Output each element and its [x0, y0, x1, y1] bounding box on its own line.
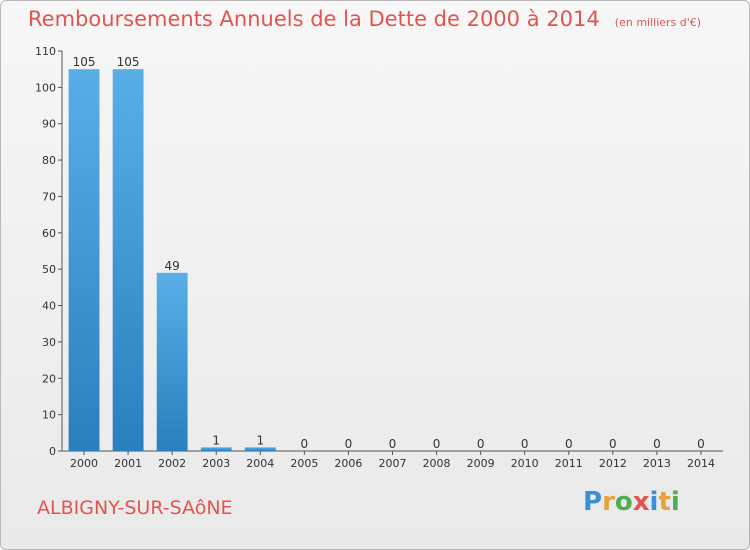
x-tick-label: 2012: [599, 457, 627, 470]
x-tick-label: 2001: [114, 457, 142, 470]
data-label: 0: [697, 437, 705, 451]
data-label: 1: [256, 433, 264, 447]
y-tick-label: 20: [42, 372, 56, 385]
data-label: 0: [301, 437, 309, 451]
proxiti-logo: Proxiti: [583, 487, 680, 517]
data-label: 0: [609, 437, 617, 451]
logo-letter: P: [583, 487, 603, 517]
y-tick-label: 70: [42, 190, 56, 203]
bar: [244, 447, 276, 451]
y-tick-label: 40: [42, 300, 56, 313]
y-tick-label: 30: [42, 336, 56, 349]
x-tick-label: 2014: [687, 457, 715, 470]
y-tick-label: 90: [42, 118, 56, 131]
x-tick-label: 2000: [70, 457, 98, 470]
x-tick-label: 2002: [158, 457, 186, 470]
data-label: 0: [565, 437, 573, 451]
data-label: 105: [73, 55, 96, 69]
logo-letter: x: [632, 487, 650, 517]
data-label: 0: [345, 437, 353, 451]
logo-letter: o: [614, 487, 633, 517]
logo-letter: r: [602, 487, 615, 517]
bar: [112, 69, 144, 451]
data-label: 105: [117, 55, 140, 69]
data-label: 0: [433, 437, 441, 451]
y-tick-label: 50: [42, 263, 56, 276]
data-label: 49: [165, 259, 180, 273]
commune-name: ALBIGNY-SUR-SAôNE: [37, 497, 233, 519]
y-tick-label: 110: [35, 45, 56, 58]
x-tick-label: 2007: [379, 457, 407, 470]
x-tick-label: 2006: [334, 457, 362, 470]
x-tick-label: 2009: [467, 457, 495, 470]
logo-letter: i: [670, 487, 680, 517]
chart-unit-note: (en milliers d'€): [614, 16, 702, 29]
x-tick-label: 2004: [246, 457, 274, 470]
x-tick-label: 2011: [555, 457, 583, 470]
chart-title: Remboursements Annuels de la Dette de 20…: [28, 7, 600, 31]
data-labels: 105 105 49 1 1 0 0 0 0 0 0 0 0 0 0: [73, 55, 705, 451]
data-label: 1: [212, 433, 220, 447]
x-tick-label: 2003: [202, 457, 230, 470]
x-tick-label: 2013: [643, 457, 671, 470]
bar-series: [68, 69, 276, 451]
y-tick-label: 10: [42, 409, 56, 422]
bar: [68, 69, 100, 451]
y-tick-label: 0: [49, 445, 56, 458]
logo-letter: t: [658, 487, 671, 517]
x-tick-label: 2008: [423, 457, 451, 470]
data-label: 0: [389, 437, 397, 451]
bar: [200, 447, 232, 451]
x-tick-label: 2010: [511, 457, 539, 470]
y-tick-label: 80: [42, 154, 56, 167]
data-label: 0: [653, 437, 661, 451]
y-tick-label: 60: [42, 227, 56, 240]
y-tick-label: 100: [35, 81, 56, 94]
data-label: 0: [477, 437, 485, 451]
logo-letter: i: [649, 487, 659, 517]
chart-title-row: Remboursements Annuels de la Dette de 20…: [28, 7, 701, 31]
data-label: 0: [521, 437, 529, 451]
x-tick-label: 2005: [290, 457, 318, 470]
bar: [156, 272, 188, 451]
